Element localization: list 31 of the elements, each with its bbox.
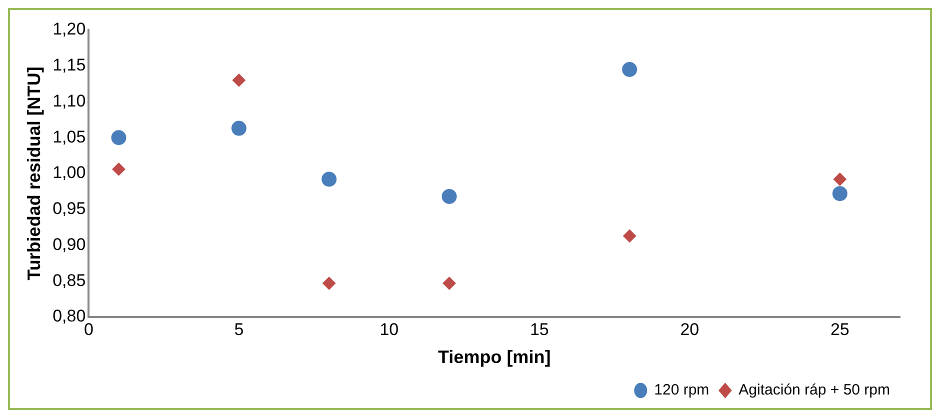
legend-label: 120 rpm xyxy=(654,382,710,399)
legend-label: Agitación ráp + 50 rpm xyxy=(738,382,890,399)
y-tick-label: 0,95 xyxy=(52,199,86,218)
y-tick-label: 1,00 xyxy=(52,163,86,182)
x-axis-title: Tiempo [min] xyxy=(438,347,551,368)
y-tick-label: 0,90 xyxy=(52,234,86,254)
point xyxy=(322,172,337,187)
y-axis-title: Turbiedad residual [NTU] xyxy=(24,66,44,280)
point xyxy=(112,162,126,176)
x-tick-label: 25 xyxy=(830,320,850,339)
point xyxy=(442,188,457,204)
point xyxy=(623,229,636,242)
y-tick-label: 1,20 xyxy=(52,20,86,39)
point xyxy=(833,172,846,186)
point xyxy=(832,186,848,202)
y-tick-label: 0,80 xyxy=(52,306,86,326)
x-tick-label: 10 xyxy=(380,320,399,339)
point xyxy=(322,276,336,290)
point xyxy=(231,120,246,136)
x-tick-label: 0 xyxy=(84,320,94,339)
y-tick-label: 1,10 xyxy=(52,91,86,110)
y-tick-label: 0,85 xyxy=(52,270,86,290)
y-tick-label: 1,15 xyxy=(52,56,86,75)
point xyxy=(232,74,246,87)
point xyxy=(442,276,456,290)
x-tick-label: 20 xyxy=(680,320,700,339)
point xyxy=(622,62,638,77)
point xyxy=(111,130,126,146)
y-tick-label: 1,05 xyxy=(52,127,86,146)
x-tick-label: 15 xyxy=(530,320,549,339)
x-tick-label: 5 xyxy=(234,320,244,339)
